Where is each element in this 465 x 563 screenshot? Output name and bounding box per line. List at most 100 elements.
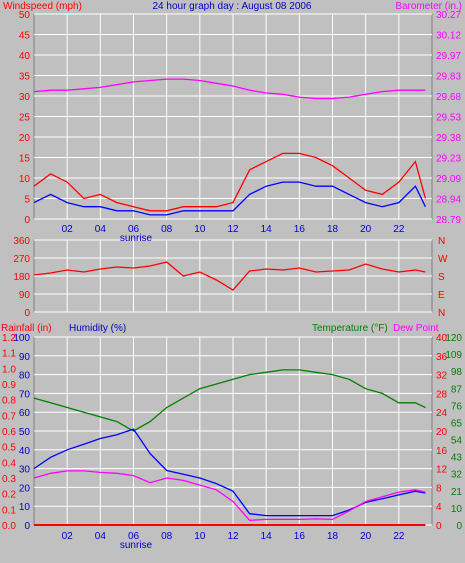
temp-f-tick-label: 0 <box>436 521 442 532</box>
rain-tick-label: 1.0 <box>2 364 16 375</box>
windspeed-tick-label: 25 <box>19 113 31 124</box>
hour-tick-label: 02 <box>62 224 74 235</box>
temp-f-tick-label: 24 <box>436 408 448 419</box>
hour-tick-label: 12 <box>227 531 239 542</box>
humidity-tick-label: 50 <box>19 427 31 438</box>
rainfall-axis-title: Rainfall (in) <box>1 323 52 334</box>
hour-tick-label: 22 <box>393 531 405 542</box>
barometer-tick-label: 28.94 <box>436 195 461 206</box>
rain-tick-label: 0.1 <box>2 505 16 516</box>
humidity-tick-label: 90 <box>19 352 31 363</box>
hour-tick-label: 18 <box>327 531 339 542</box>
windspeed-tick-label: 50 <box>19 10 31 21</box>
temp-c-tick-label: 120 <box>445 333 462 344</box>
rain-tick-label: 0.4 <box>2 458 16 469</box>
temp-c-tick-label: 76 <box>451 401 463 412</box>
temp-c-tick-label: 21 <box>451 487 463 498</box>
temp-c-tick-label: 98 <box>451 367 463 378</box>
dewpoint-line <box>33 470 426 521</box>
barometer-line <box>33 78 426 100</box>
barometer-tick-label: 30.27 <box>436 10 461 21</box>
windspeed-tick-label: 20 <box>19 133 31 144</box>
barometer-tick-label: 30.12 <box>436 31 461 42</box>
temp-c-tick-label: 54 <box>451 436 463 447</box>
hour-tick-label: 22 <box>393 224 405 235</box>
temp-f-tick-label: 12 <box>436 465 448 476</box>
hour-tick-label: 08 <box>161 531 173 542</box>
compass-tick-label: N <box>438 308 445 319</box>
average-wind-line <box>33 181 426 216</box>
sunrise-label-top: sunrise <box>120 233 153 244</box>
rain-tick-label: 1.2 <box>2 333 16 344</box>
humidity-tick-label: 20 <box>19 483 31 494</box>
hour-tick-label: 20 <box>360 531 372 542</box>
direction-tick-label: 270 <box>13 254 30 265</box>
humidity-tick-label: 40 <box>19 446 31 457</box>
hour-tick-label: 14 <box>261 531 273 542</box>
hour-tick-label: 04 <box>95 531 107 542</box>
compass-tick-label: W <box>438 254 448 265</box>
barometer-axis-title: Barometer (in.) <box>395 1 462 12</box>
rain-tick-label: 0.2 <box>2 490 16 501</box>
direction-tick-label: 360 <box>13 236 30 247</box>
direction-tick-label: 90 <box>19 290 31 301</box>
compass-tick-label: S <box>438 272 445 283</box>
direction-tick-label: 0 <box>24 308 30 319</box>
hour-tick-label: 18 <box>327 224 339 235</box>
grid <box>34 13 432 526</box>
barometer-tick-label: 29.53 <box>436 113 461 124</box>
humidity-tick-label: 10 <box>19 502 31 513</box>
hour-tick-label: 06 <box>128 531 140 542</box>
windspeed-tick-label: 10 <box>19 174 31 185</box>
temp-c-tick-label: 0 <box>456 521 462 532</box>
barometer-tick-label: 28.79 <box>436 215 461 226</box>
compass-tick-label: N <box>438 236 445 247</box>
barometer-tick-label: 29.68 <box>436 92 461 103</box>
hour-tick-label: 16 <box>294 531 306 542</box>
sunrise-label-bottom: sunrise <box>120 540 153 551</box>
hour-tick-label: 10 <box>194 224 206 235</box>
hour-tick-label: 12 <box>227 224 239 235</box>
barometer-tick-label: 29.09 <box>436 174 461 185</box>
temp-f-tick-label: 8 <box>436 483 442 494</box>
temp-f-tick-label: 36 <box>436 352 448 363</box>
humidity-tick-label: 0 <box>24 521 30 532</box>
temp-c-tick-label: 109 <box>445 350 462 361</box>
direction-tick-label: 180 <box>13 272 30 283</box>
humidity-tick-label: 70 <box>19 389 31 400</box>
humidity-tick-label: 100 <box>13 333 30 344</box>
compass-tick-label: E <box>438 290 445 301</box>
humidity-tick-label: 60 <box>19 408 31 419</box>
barometer-tick-label: 29.38 <box>436 133 461 144</box>
barometer-tick-label: 29.83 <box>436 72 461 83</box>
hour-tick-label: 08 <box>161 224 173 235</box>
windspeed-tick-label: 0 <box>24 215 30 226</box>
rain-tick-label: 0.7 <box>2 411 16 422</box>
temp-f-tick-label: 40 <box>436 333 448 344</box>
rain-tick-label: 0.9 <box>2 380 16 391</box>
windspeed-tick-label: 15 <box>19 154 31 165</box>
temperature-line <box>33 369 426 432</box>
humidity-line <box>33 428 426 517</box>
rain-tick-label: 1.1 <box>2 349 16 360</box>
humidity-axis-title: Humidity (%) <box>69 323 126 334</box>
windspeed-tick-label: 30 <box>19 92 31 103</box>
temp-f-tick-label: 20 <box>436 427 448 438</box>
temp-f-tick-label: 32 <box>436 371 448 382</box>
hour-tick-label: 02 <box>62 531 74 542</box>
rain-tick-label: 0.8 <box>2 396 16 407</box>
rain-tick-label: 0.0 <box>2 521 16 532</box>
barometer-tick-label: 29.97 <box>436 51 461 62</box>
windspeed-tick-label: 40 <box>19 51 31 62</box>
rain-tick-label: 0.6 <box>2 427 16 438</box>
hour-tick-label: 16 <box>294 224 306 235</box>
windspeed-tick-label: 35 <box>19 72 31 83</box>
graph-title: 24 hour graph day : August 08 2006 <box>152 1 311 12</box>
temp-c-tick-label: 65 <box>451 418 463 429</box>
rain-tick-label: 0.3 <box>2 474 16 485</box>
temp-c-tick-label: 43 <box>451 453 463 464</box>
axis-ticks: 0510152025303540455028.7928.9429.0929.23… <box>2 10 462 542</box>
temp-f-tick-label: 28 <box>436 389 448 400</box>
hour-tick-label: 10 <box>194 531 206 542</box>
